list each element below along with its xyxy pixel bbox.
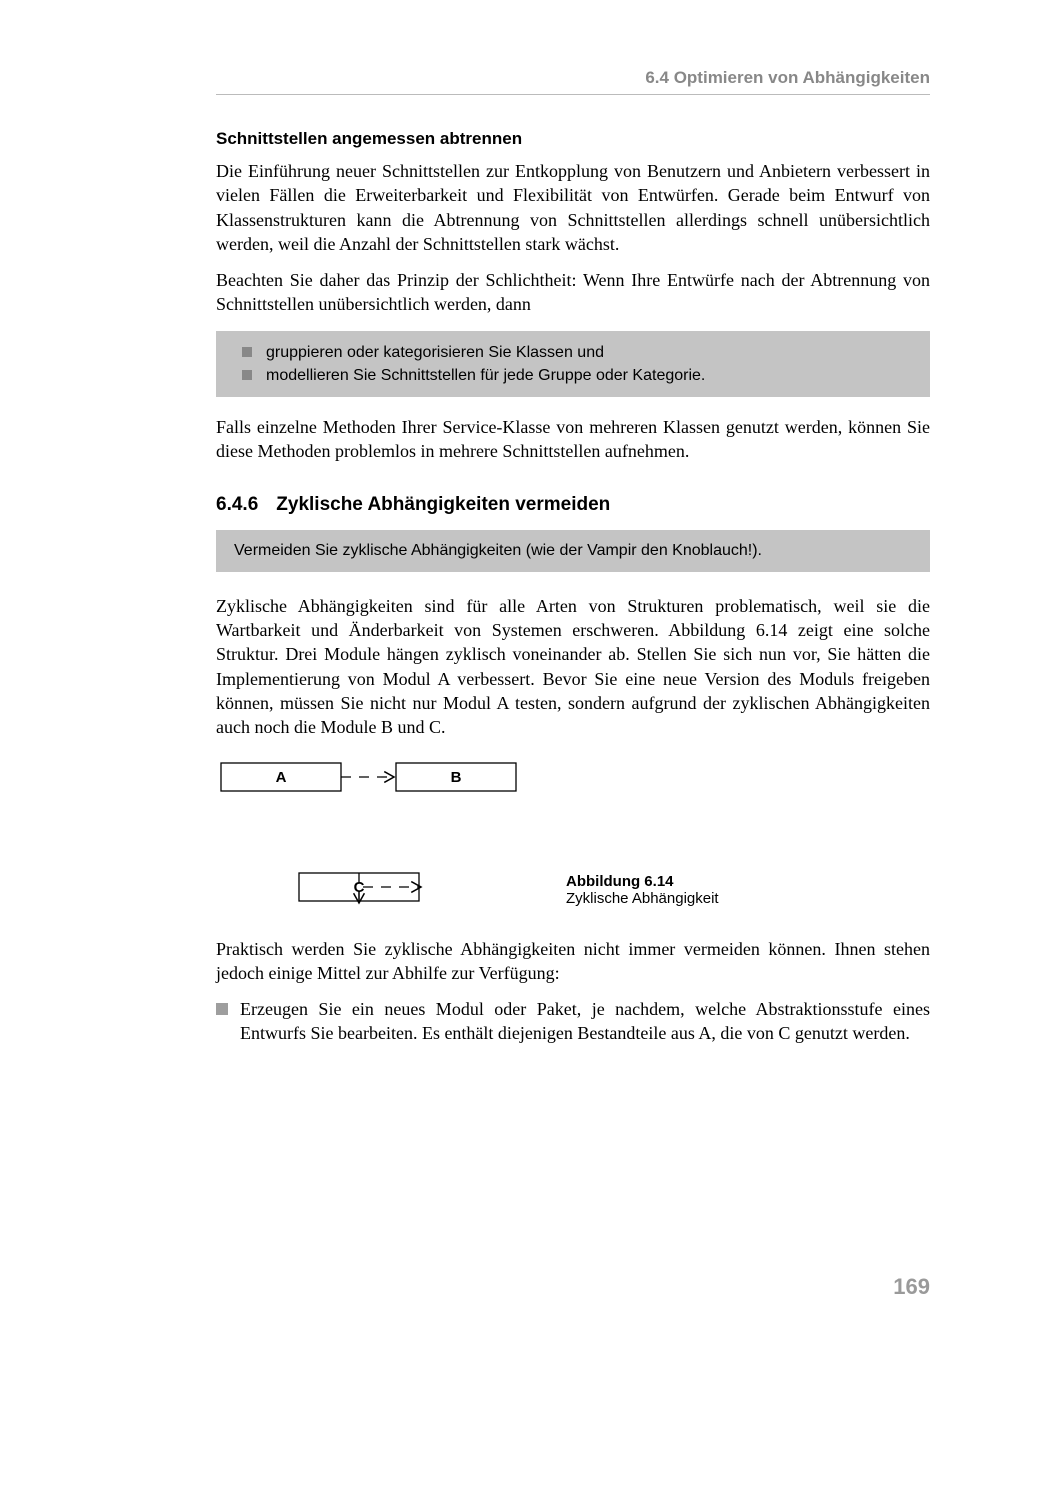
page: 6.4 Optimieren von Abhängigkeiten Schnit… — [0, 0, 1060, 1500]
paragraph: Zyklische Abhängigkeiten sind für alle A… — [216, 594, 930, 740]
figure-caption-text: Zyklische Abhängigkeit — [566, 890, 719, 907]
paragraph: Praktisch werden Sie zyklische Abhängigk… — [216, 937, 930, 986]
figure: ABC Abbildung 6.14 Zyklische Abhängigkei… — [216, 758, 930, 913]
callout-text: gruppieren oder kategorisieren Sie Klass… — [266, 341, 604, 364]
square-bullet-icon — [216, 1003, 228, 1015]
running-head: 6.4 Optimieren von Abhängigkeiten — [216, 68, 930, 95]
list-item: Erzeugen Sie ein neues Modul oder Paket,… — [216, 997, 930, 1046]
paragraph: Falls einzelne Methoden Ihrer Service-Kl… — [216, 415, 930, 464]
svg-text:A: A — [276, 769, 287, 786]
paragraph: Die Einführung neuer Schnittstellen zur … — [216, 159, 930, 256]
section-heading: 6.4.6 Zyklische Abhängigkeiten vermeiden — [216, 494, 930, 516]
callout-box: Vermeiden Sie zyklische Abhängigkeiten (… — [216, 530, 930, 572]
figure-caption-title: Abbildung 6.14 — [566, 873, 719, 890]
figure-caption: Abbildung 6.14 Zyklische Abhängigkeit — [566, 873, 719, 907]
subsection-title: Schnittstellen angemessen abtrennen — [216, 129, 930, 149]
callout-item: modellieren Sie Schnittstellen für jede … — [242, 364, 914, 387]
paragraph: Beachten Sie daher das Prinzip der Schli… — [216, 268, 930, 317]
svg-text:B: B — [451, 769, 462, 786]
page-number: 169 — [893, 1274, 930, 1300]
section-number: 6.4.6 — [216, 494, 258, 515]
callout-item: gruppieren oder kategorisieren Sie Klass… — [242, 341, 914, 364]
callout-box: gruppieren oder kategorisieren Sie Klass… — [216, 331, 930, 397]
callout-text: modellieren Sie Schnittstellen für jede … — [266, 364, 705, 387]
diagram: ABC — [216, 758, 526, 913]
square-bullet-icon — [242, 347, 252, 357]
section-title: Zyklische Abhängigkeiten vermeiden — [276, 494, 610, 515]
list-item-text: Erzeugen Sie ein neues Modul oder Paket,… — [240, 997, 930, 1046]
bullet-list: Erzeugen Sie ein neues Modul oder Paket,… — [216, 997, 930, 1046]
square-bullet-icon — [242, 370, 252, 380]
